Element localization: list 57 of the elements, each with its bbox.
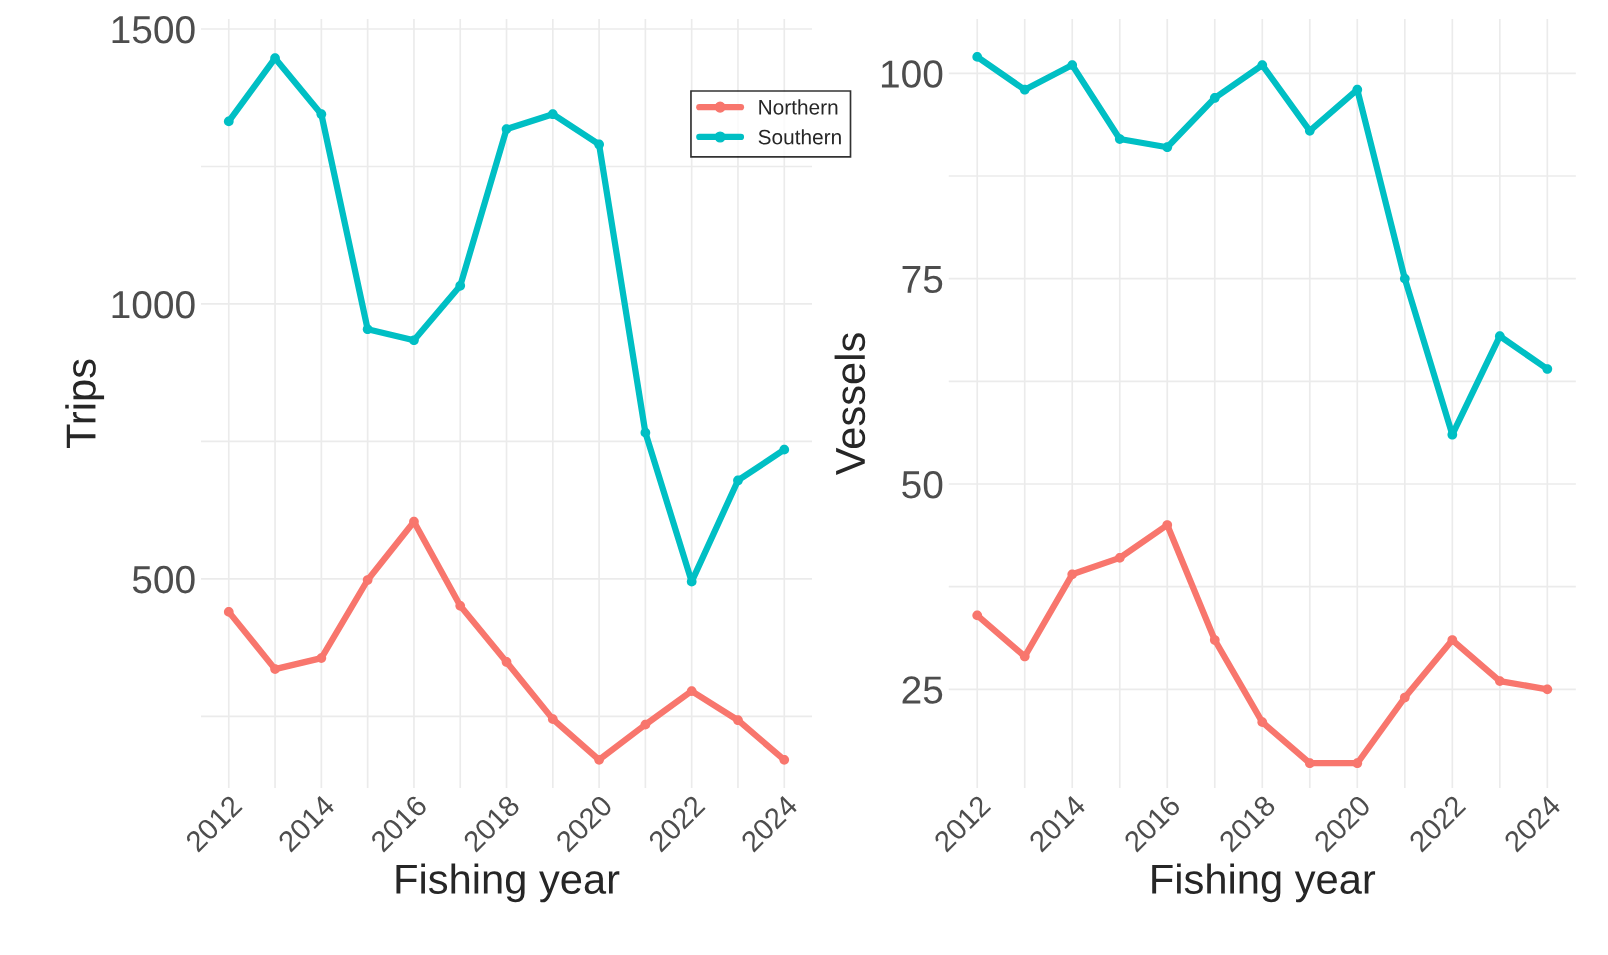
legend-label: Northern xyxy=(759,99,838,115)
point xyxy=(501,657,512,667)
y-tick-label: 50 xyxy=(902,470,943,499)
point xyxy=(362,575,373,585)
point xyxy=(1447,635,1458,645)
y-axis-title: Trips xyxy=(65,359,105,449)
point xyxy=(316,653,327,663)
point xyxy=(1019,84,1030,95)
point xyxy=(972,52,983,62)
point xyxy=(223,116,234,127)
point xyxy=(779,754,790,765)
point xyxy=(362,324,373,335)
point xyxy=(1257,717,1268,728)
y-tick-label: 1500 xyxy=(112,15,195,44)
point xyxy=(1019,651,1030,662)
point xyxy=(779,444,790,455)
point xyxy=(409,335,419,346)
point xyxy=(455,600,466,611)
point xyxy=(594,754,604,765)
point xyxy=(1352,758,1363,769)
point xyxy=(640,427,651,438)
y-tick-label: 25 xyxy=(902,676,943,704)
point xyxy=(1209,635,1220,645)
point xyxy=(972,610,983,621)
point xyxy=(1067,60,1078,70)
point xyxy=(1494,676,1505,686)
legend-label: Southern xyxy=(758,129,841,145)
point xyxy=(455,280,466,291)
point xyxy=(316,109,327,120)
point xyxy=(1542,684,1553,695)
point xyxy=(547,109,558,120)
point xyxy=(594,139,604,150)
point xyxy=(223,607,234,617)
y-tick-label: 1000 xyxy=(112,290,195,319)
x-axis-title: Fishing year xyxy=(1152,863,1376,903)
x-axis-title: Fishing year xyxy=(396,863,620,903)
y-tick-label: 500 xyxy=(132,565,195,594)
y-tick-label: 100 xyxy=(881,60,943,88)
y-tick-label: 75 xyxy=(902,265,943,294)
point xyxy=(1304,758,1315,769)
point xyxy=(547,714,558,724)
point xyxy=(1257,60,1268,70)
point xyxy=(1114,553,1125,563)
point xyxy=(1067,569,1078,580)
point xyxy=(733,715,743,726)
point xyxy=(1162,142,1173,153)
point xyxy=(640,719,651,730)
point xyxy=(686,686,697,696)
point xyxy=(733,475,743,486)
point xyxy=(501,124,512,134)
point xyxy=(1114,134,1125,144)
point xyxy=(1399,692,1410,703)
point xyxy=(1399,273,1410,284)
point xyxy=(270,664,280,674)
point xyxy=(1209,93,1220,103)
y-axis-title: Vessels xyxy=(834,333,866,476)
point xyxy=(1542,364,1553,374)
